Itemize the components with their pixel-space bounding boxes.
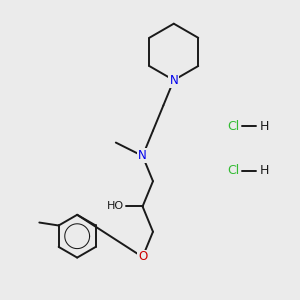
Text: HO: HO <box>107 202 124 212</box>
Text: N: N <box>169 74 178 87</box>
Text: H: H <box>260 120 269 133</box>
Text: N: N <box>138 149 147 162</box>
Text: H: H <box>260 164 269 177</box>
Text: Cl: Cl <box>227 164 239 177</box>
Text: Cl: Cl <box>227 120 239 133</box>
Text: O: O <box>138 250 147 263</box>
